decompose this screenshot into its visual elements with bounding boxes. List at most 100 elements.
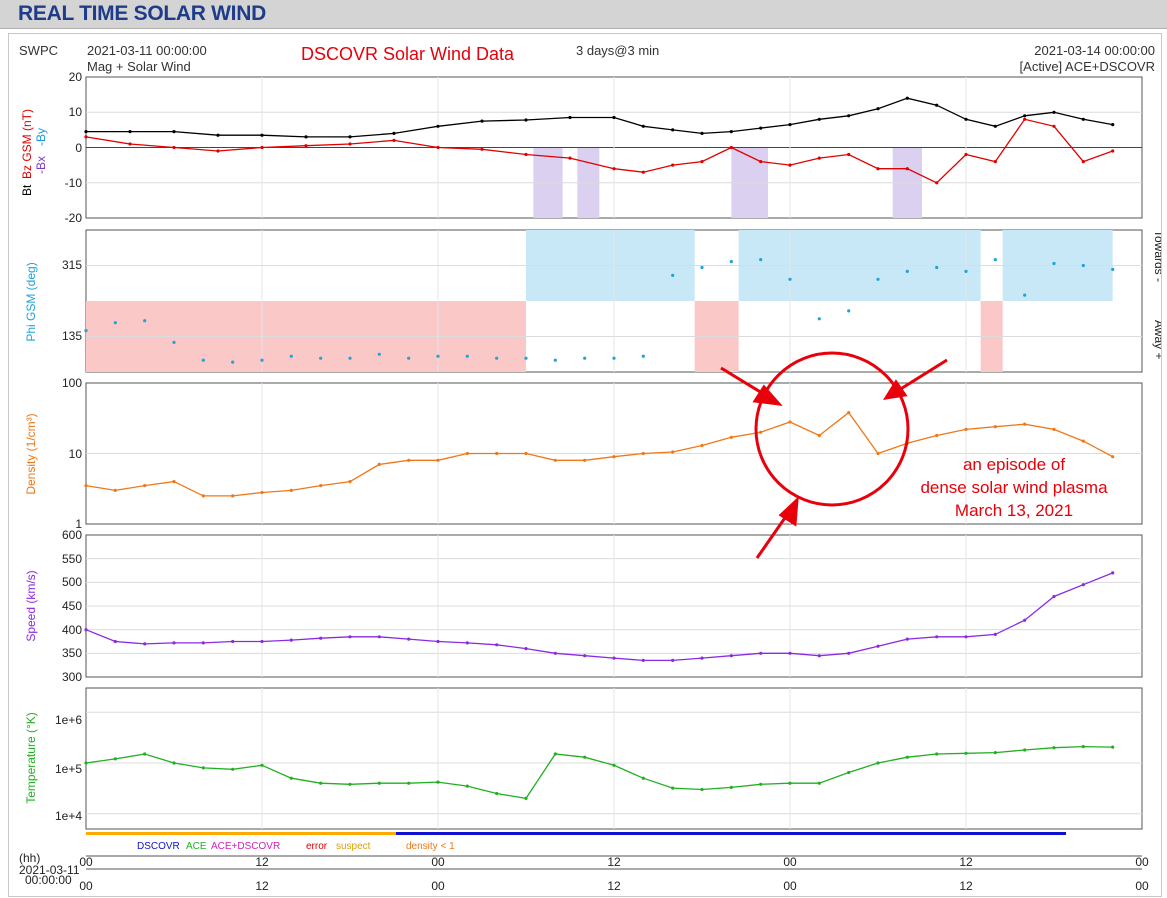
density-point: [1023, 422, 1027, 426]
x-axis-time: 00:00:00: [25, 873, 72, 887]
solar-wind-chart: SWPC 2021-03-11 00:00:00 Mag + Solar Win…: [19, 43, 1161, 893]
speed-point: [759, 651, 763, 655]
phi-point: [465, 354, 469, 358]
x-tick-label-lower: 00: [783, 879, 797, 893]
density-point: [260, 490, 264, 495]
x-axis-unit: (hh): [19, 851, 40, 865]
density-point: [348, 480, 352, 484]
density-point: [817, 433, 821, 438]
legend-ace-dscovr: ACE+DSCOVR: [211, 841, 280, 852]
phi-point: [905, 269, 909, 273]
speed-point: [993, 632, 997, 637]
temperature-point: [671, 786, 675, 790]
speed-point: [143, 642, 147, 646]
legend-ace: ACE: [186, 841, 207, 852]
phi-point: [612, 356, 616, 360]
temperature-point: [465, 784, 469, 788]
speed-point: [348, 635, 352, 639]
temperature-point: [788, 781, 792, 785]
density-point: [553, 458, 557, 462]
temperature-point: [847, 770, 851, 775]
density-point: [319, 484, 323, 488]
page-title: REAL TIME SOLAR WIND: [18, 2, 266, 25]
speed-point: [84, 628, 88, 632]
phi-point: [407, 356, 411, 360]
phi-point: [260, 358, 264, 362]
phi-point: [377, 352, 381, 356]
temperature-ytick: 1e+5: [55, 762, 82, 776]
bt-point: [993, 124, 997, 128]
bt-point: [700, 131, 704, 135]
speed-ytick: 550: [62, 552, 82, 566]
phi-point: [817, 317, 821, 321]
speed-axis-label: Speed (km/s): [24, 570, 38, 641]
phi-point: [113, 321, 117, 325]
x-tick-label: 12: [959, 855, 973, 869]
temperature-axis-label: Temperature (°K): [24, 712, 38, 804]
source-bar-suspect: [86, 832, 396, 835]
phi-point: [201, 358, 205, 362]
bt-point: [729, 130, 733, 134]
bt-point: [641, 124, 645, 128]
by-axis-label: -By: [34, 128, 48, 146]
temperature-series-line: [85, 745, 1113, 800]
speed-point: [553, 651, 557, 655]
bt-point: [671, 128, 675, 132]
density-series-line: [85, 411, 1114, 497]
away-label: Away +: [1152, 320, 1161, 359]
annotation-arrows: [720, 358, 948, 559]
phi-point: [964, 269, 968, 273]
speed-point: [729, 654, 733, 658]
phi-point: [1052, 261, 1056, 266]
mag-ytick: -10: [65, 176, 83, 190]
x-tick-label: 00: [783, 855, 797, 869]
speed-point: [905, 637, 909, 641]
speed-ytick: 300: [62, 670, 82, 684]
x-tick-label-lower: 00: [79, 879, 93, 893]
source-bar-dscovr: [396, 832, 1066, 835]
density-point: [113, 488, 117, 492]
density-point: [289, 488, 293, 492]
legend-suspect: suspect: [336, 841, 371, 852]
bz-point: [671, 163, 675, 167]
bz-point: [1023, 117, 1027, 121]
bt-point: [260, 133, 264, 137]
speed-point: [935, 635, 939, 639]
speed-point: [1111, 571, 1115, 575]
temperature-point: [1081, 745, 1085, 749]
density-point: [465, 451, 469, 456]
density-point: [993, 425, 997, 429]
bz-point: [128, 142, 132, 146]
phi-point: [231, 360, 235, 364]
temperature-point: [495, 791, 499, 796]
x-tick-label-lower: 00: [1135, 879, 1149, 893]
temperature-point: [524, 796, 528, 801]
density-point: [700, 443, 704, 448]
phi-point: [700, 265, 704, 270]
density-point: [1052, 427, 1056, 431]
phi-point: [553, 358, 557, 362]
chart-panel: SWPC 2021-03-11 00:00:00 Mag + Solar Win…: [8, 33, 1162, 897]
density-axis-label: Density (1/cm³): [24, 413, 38, 494]
bz-point: [847, 152, 851, 157]
org-label: SWPC: [19, 43, 58, 58]
x-tick-label: 00: [431, 855, 445, 869]
bt-point: [788, 123, 792, 127]
density-point: [729, 435, 733, 439]
chart-title: DSCOVR Solar Wind Data: [301, 44, 515, 64]
bt-point: [1111, 123, 1115, 127]
temperature-point: [759, 782, 763, 786]
density-ytick: 1: [75, 517, 82, 531]
legend-error: error: [306, 841, 328, 852]
density-point: [377, 462, 381, 466]
speed-point: [113, 639, 117, 644]
bt-point: [817, 117, 821, 121]
bt-point: [216, 133, 220, 137]
bt-point: [480, 119, 484, 123]
temperature-point: [729, 785, 733, 790]
bt-point: [304, 135, 308, 139]
x-tick-label: 12: [607, 855, 621, 869]
subtitle-left: Mag + Solar Wind: [87, 59, 191, 74]
bz-point: [817, 156, 821, 160]
speed-point: [817, 654, 821, 658]
